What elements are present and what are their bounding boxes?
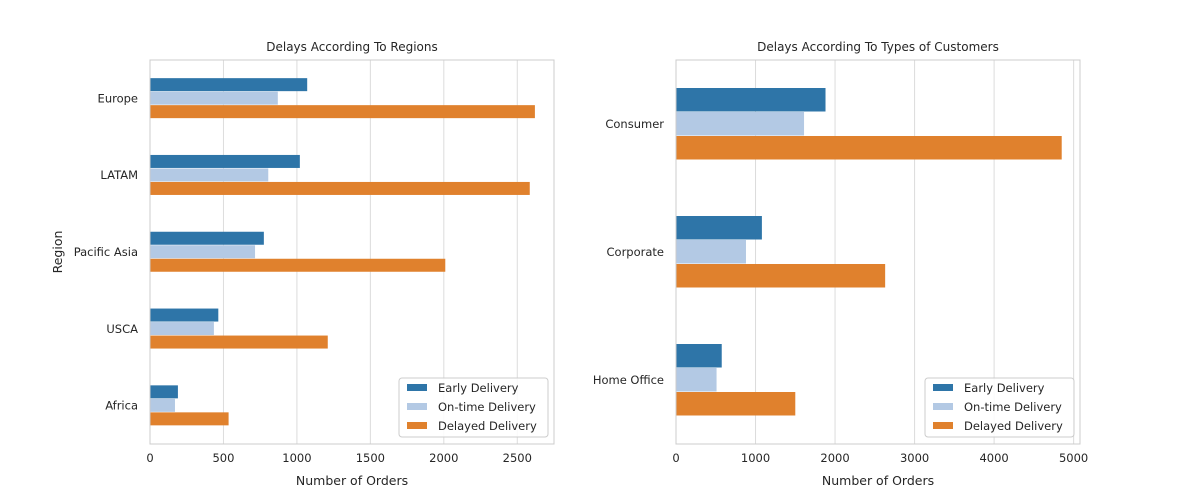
bar-early-delivery — [150, 385, 178, 399]
bar-delayed-delivery — [150, 105, 535, 119]
x-tick-label: 2000 — [820, 451, 849, 465]
chart-regions-x-tick-labels: 0 500 1000 1500 2000 2500 — [146, 451, 532, 465]
chart-customers-title: Delays According To Types of Customers — [757, 40, 999, 54]
x-tick-label: 0 — [672, 451, 679, 465]
legend-label-early-delivery: Early Delivery — [964, 381, 1045, 395]
bar-ontime-delivery — [676, 240, 746, 264]
chart-regions-legend: Early Delivery On-time Delivery Delayed De… — [398, 377, 549, 438]
y-tick-label: LATAM — [100, 168, 138, 182]
x-tick-label: 1000 — [741, 451, 770, 465]
y-tick-label: Pacific Asia — [74, 245, 138, 259]
chart-regions-x-axis-label: Number of Orders — [296, 473, 408, 488]
legend-label-delayed-delivery: Delayed Delivery — [964, 419, 1063, 433]
y-tick-label: Home Office — [593, 373, 664, 387]
x-tick-label: 5000 — [1059, 451, 1088, 465]
chart-customers-y-tick-labels: Consumer Corporate Home Office — [593, 117, 664, 387]
bar-early-delivery — [676, 88, 826, 112]
chart-regions-bars — [150, 78, 535, 426]
bar-ontime-delivery — [150, 245, 256, 259]
x-tick-label: 500 — [212, 451, 234, 465]
legend-swatch-delayed-delivery — [933, 422, 953, 429]
x-tick-label: 1000 — [282, 451, 311, 465]
chart-customers-x-tick-labels: 0 1000 2000 3000 4000 5000 — [672, 451, 1088, 465]
bar-early-delivery — [150, 231, 264, 245]
chart-regions: Europe LATAM Pacific Asia USCA Africa 0 500 10… — [50, 40, 555, 488]
bar-early-delivery — [150, 78, 308, 92]
x-tick-label: 0 — [146, 451, 153, 465]
bar-delayed-delivery — [676, 264, 886, 288]
bar-ontime-delivery — [150, 322, 214, 336]
bar-early-delivery — [676, 216, 762, 240]
legend-frame — [924, 377, 1075, 438]
bar-early-delivery — [150, 308, 219, 322]
y-tick-label: USCA — [106, 322, 138, 336]
x-tick-label: 2000 — [429, 451, 458, 465]
bar-delayed-delivery — [676, 136, 1062, 160]
bar-ontime-delivery — [150, 398, 175, 412]
chart-regions-y-axis-label: Region — [50, 231, 65, 274]
legend-swatch-ontime-delivery — [407, 403, 427, 410]
chart-customers-bars — [676, 88, 1062, 416]
legend-label-delayed-delivery: Delayed Delivery — [438, 419, 537, 433]
chart-customers-legend: Early Delivery On-time Delivery Delayed De… — [924, 377, 1075, 438]
bar-delayed-delivery — [150, 335, 328, 349]
bar-early-delivery — [150, 154, 300, 168]
bar-delayed-delivery — [150, 181, 530, 195]
y-tick-label: Europe — [98, 91, 138, 105]
chart-customers: Consumer Corporate Home Office 0 1000 2000 30… — [593, 40, 1088, 488]
legend-label-ontime-delivery: On-time Delivery — [438, 400, 536, 414]
bar-ontime-delivery — [150, 91, 278, 105]
legend-swatch-ontime-delivery — [933, 403, 953, 410]
bar-delayed-delivery — [150, 258, 446, 272]
y-tick-label: Consumer — [605, 117, 664, 131]
x-tick-label: 4000 — [979, 451, 1008, 465]
chart-customers-frame — [675, 59, 1081, 445]
bar-ontime-delivery — [150, 168, 269, 182]
x-tick-label: 3000 — [900, 451, 929, 465]
legend-swatch-delayed-delivery — [407, 422, 427, 429]
bar-delayed-delivery — [676, 392, 796, 416]
bar-ontime-delivery — [676, 368, 717, 392]
y-tick-label: Corporate — [607, 245, 665, 259]
chart-customers-x-axis-label: Number of Orders — [822, 473, 934, 488]
chart-regions-title: Delays According To Regions — [266, 40, 438, 54]
bar-ontime-delivery — [676, 112, 805, 136]
legend-label-ontime-delivery: On-time Delivery — [964, 400, 1062, 414]
legend-label-early-delivery: Early Delivery — [438, 381, 519, 395]
bar-delayed-delivery — [150, 412, 229, 426]
legend-swatch-early-delivery — [407, 384, 427, 391]
chart-regions-y-tick-labels: Europe LATAM Pacific Asia USCA Africa — [74, 91, 138, 412]
x-tick-label: 1500 — [356, 451, 385, 465]
x-tick-label: 2500 — [503, 451, 532, 465]
y-tick-label: Africa — [105, 399, 138, 413]
chart-regions-frame — [149, 59, 555, 445]
legend-frame — [398, 377, 549, 438]
bar-early-delivery — [676, 344, 722, 368]
legend-swatch-early-delivery — [933, 384, 953, 391]
